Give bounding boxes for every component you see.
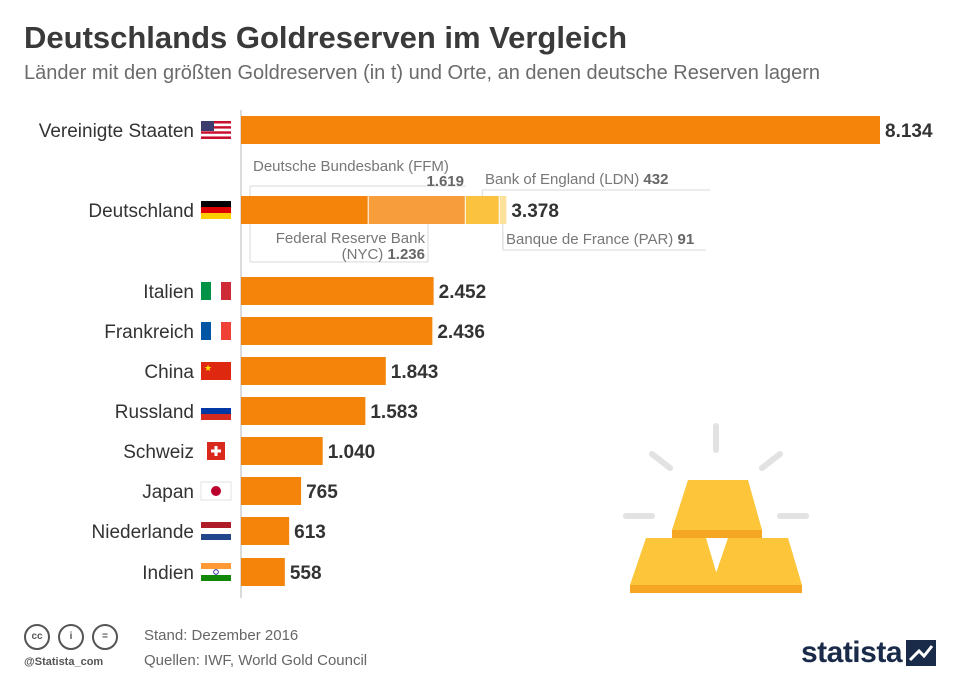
it-flag-icon [201,282,231,300]
germany-segment-bar [241,196,369,224]
svg-text:★: ★ [204,363,212,373]
nl-flag-icon [201,522,231,540]
annotation-bank-of-england: Bank of England (LDN) 432 [485,171,668,188]
ch-flag-icon [207,442,225,460]
category-label: Japan [142,482,194,503]
category-label: Indien [142,563,194,584]
category-label: Niederlande [92,522,194,543]
cn-flag-icon: ★ [201,362,231,380]
logo-mark-icon [906,640,936,666]
value-label: 1.040 [328,442,376,463]
logo-text: statista [800,636,903,669]
germany-segment-bar [368,196,466,224]
value-label: 1.843 [391,362,439,383]
statista-logo[interactable]: statista [801,636,936,670]
chart-title: Deutschlands Goldreserven im Vergleich [24,20,628,55]
annotation-bundesbank: Deutsche Bundesbank (FFM) [253,158,449,175]
cc-icon: cc [24,624,50,650]
jp-flag-icon [200,481,232,501]
value-label: 1.583 [370,402,418,423]
annotation-fed-value: (NYC) 1.236 [342,246,425,263]
germany-segment-bar [499,196,507,224]
de-flag-icon [201,201,231,219]
germany-segment-bar [465,196,500,224]
category-label: Frankreich [104,322,194,343]
value-label: 2.436 [437,322,485,343]
bar [241,397,366,425]
bar [241,437,323,465]
value-label: 765 [306,482,338,503]
annotation-bundesbank-value: 1.619 [426,173,464,190]
ru-flag-icon [201,402,231,420]
bar [241,317,433,345]
value-label: 8.134 [885,121,933,142]
by-icon: i [58,624,84,650]
value-label: 558 [290,563,322,584]
bar [241,357,386,385]
annotation-fed: Federal Reserve Bank [276,230,426,247]
value-label: 3.378 [511,201,559,222]
bar [241,517,290,545]
footer: cc i = @Statista_com Stand: Dezember 201… [24,624,936,674]
category-label: Deutschland [88,201,194,222]
category-label: China [144,362,194,383]
category-label: Schweiz [123,442,194,463]
chart-subtitle: Länder mit den größten Goldreserven (in … [24,62,821,84]
annotation-banque-de-france: Banque de France (PAR) 91 [506,231,694,248]
sources: Quellen: IWF, World Gold Council [144,652,368,669]
nd-icon: = [92,624,118,650]
category-label: Vereinigte Staaten [39,121,194,142]
category-label: Russland [115,402,194,423]
in-flag-icon [201,563,231,581]
bar [241,477,302,505]
category-label: Italien [143,282,194,303]
gold-bars-icon [623,423,809,593]
bar [241,116,880,144]
data-date: Stand: Dezember 2016 [144,627,299,644]
bar-chart: Deutsche Bundesbank (FFM)1.619 Bank of En… [39,110,933,598]
fr-flag-icon [201,322,231,340]
value-label: 2.452 [439,282,487,303]
value-label: 613 [294,522,326,543]
us-flag-icon [201,121,231,139]
bar [241,558,285,586]
twitter-handle[interactable]: @Statista_com [24,656,104,668]
bar [241,277,434,305]
